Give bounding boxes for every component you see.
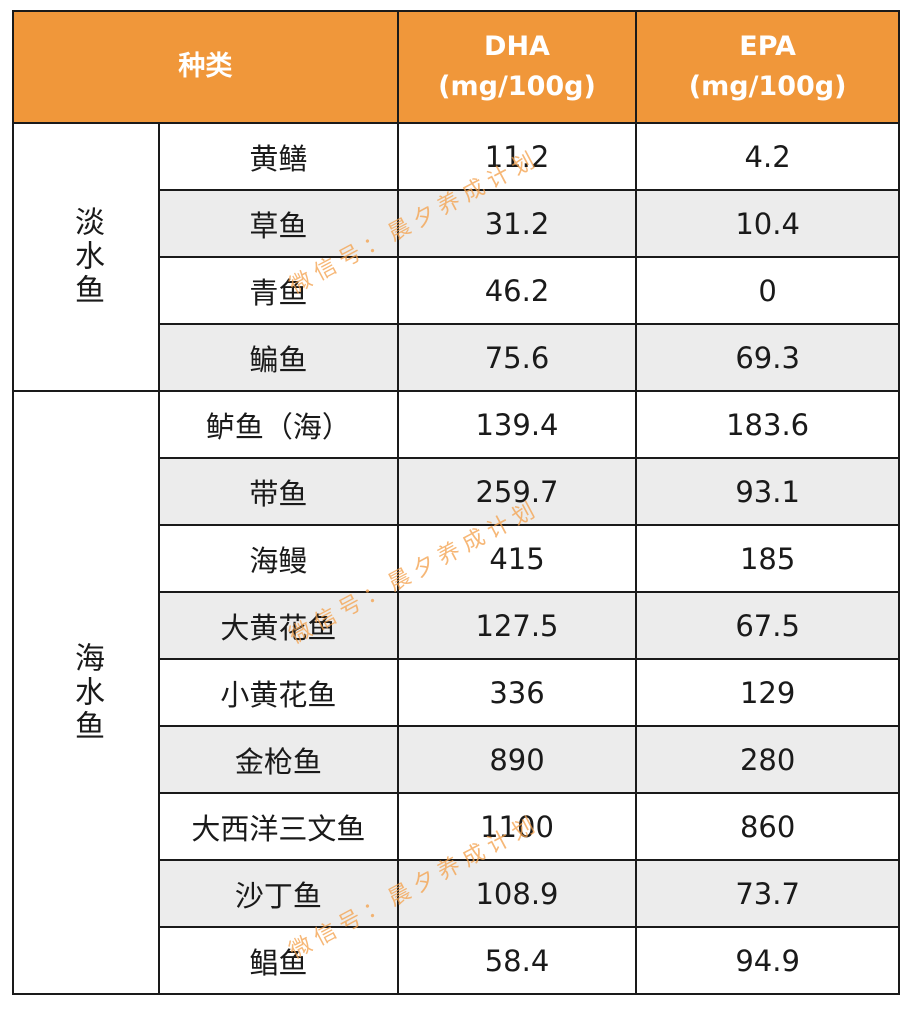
header-dha-name: DHA — [484, 31, 550, 62]
fish-name: 青鱼 — [158, 256, 399, 325]
table-header-row: 种类 DHA (mg/100g) EPA (mg/100g) — [12, 10, 900, 124]
table-row: 青鱼 46.2 0 — [13, 256, 900, 325]
fish-name: 金枪鱼 — [158, 725, 399, 794]
fish-name: 鳊鱼 — [158, 323, 399, 392]
fish-dha-epa-table: 种类 DHA (mg/100g) EPA (mg/100g) 淡水鱼 黄鳝 11… — [12, 10, 900, 995]
dha-value: 31.2 — [396, 189, 638, 258]
fish-name: 鲈鱼（海） — [158, 390, 399, 459]
epa-value: 0 — [635, 256, 900, 325]
dha-value: 75.6 — [396, 323, 638, 392]
epa-value: 73.7 — [635, 859, 900, 928]
table-row: 鳊鱼 75.6 69.3 — [13, 323, 900, 392]
fish-name: 草鱼 — [158, 189, 399, 258]
fish-name: 大西洋三文鱼 — [158, 792, 399, 861]
header-epa-unit: (mg/100g) — [688, 71, 847, 102]
epa-value: 185 — [635, 524, 900, 593]
fish-name: 沙丁鱼 — [158, 859, 399, 928]
fish-name: 小黄花鱼 — [158, 658, 399, 727]
dha-value: 127.5 — [396, 591, 638, 660]
header-dha: DHA (mg/100g) — [396, 10, 638, 124]
dha-value: 58.4 — [396, 926, 638, 995]
epa-value: 280 — [635, 725, 900, 794]
table-row: 鲳鱼 58.4 94.9 — [13, 926, 900, 995]
epa-value: 93.1 — [635, 457, 900, 526]
epa-value: 94.9 — [635, 926, 900, 995]
dha-value: 890 — [396, 725, 638, 794]
table-row: 带鱼 259.7 93.1 — [13, 457, 900, 526]
dha-value: 336 — [396, 658, 638, 727]
epa-value: 860 — [635, 792, 900, 861]
fish-name: 鲳鱼 — [158, 926, 399, 995]
epa-value: 67.5 — [635, 591, 900, 660]
fish-name: 带鱼 — [158, 457, 399, 526]
fish-name: 黄鳝 — [158, 122, 399, 191]
table-row: 沙丁鱼 108.9 73.7 — [13, 859, 900, 928]
table-row: 草鱼 31.2 10.4 — [13, 189, 900, 258]
fish-dha-epa-table-container: 种类 DHA (mg/100g) EPA (mg/100g) 淡水鱼 黄鳝 11… — [12, 10, 900, 995]
header-category: 种类 — [12, 10, 399, 124]
header-epa: EPA (mg/100g) — [635, 10, 900, 124]
fish-name: 海鳗 — [158, 524, 399, 593]
header-category-label: 种类 — [178, 51, 233, 82]
dha-value: 139.4 — [396, 390, 638, 459]
dha-value: 1100 — [396, 792, 638, 861]
epa-value: 4.2 — [635, 122, 900, 191]
epa-value: 10.4 — [635, 189, 900, 258]
dha-value: 46.2 — [396, 256, 638, 325]
dha-value: 108.9 — [396, 859, 638, 928]
group-freshwater: 淡水鱼 — [12, 122, 160, 392]
dha-value: 11.2 — [396, 122, 638, 191]
epa-value: 69.3 — [635, 323, 900, 392]
dha-value: 415 — [396, 524, 638, 593]
epa-value: 129 — [635, 658, 900, 727]
epa-value: 183.6 — [635, 390, 900, 459]
table-row: 金枪鱼 890 280 — [13, 725, 900, 794]
dha-value: 259.7 — [396, 457, 638, 526]
table-row: 小黄花鱼 336 129 — [13, 658, 900, 727]
table-row: 淡水鱼 黄鳝 11.2 4.2 — [12, 122, 900, 392]
table-row: 海水鱼 鲈鱼（海） 139.4 183.6 — [12, 390, 900, 995]
table-row: 海鳗 415 185 — [13, 524, 900, 593]
table-row: 大西洋三文鱼 1100 860 — [13, 792, 900, 861]
table-row: 大黄花鱼 127.5 67.5 — [13, 591, 900, 660]
fish-name: 大黄花鱼 — [158, 591, 399, 660]
header-epa-name: EPA — [739, 31, 796, 62]
group-saltwater: 海水鱼 — [12, 390, 160, 995]
header-dha-unit: (mg/100g) — [438, 71, 596, 102]
